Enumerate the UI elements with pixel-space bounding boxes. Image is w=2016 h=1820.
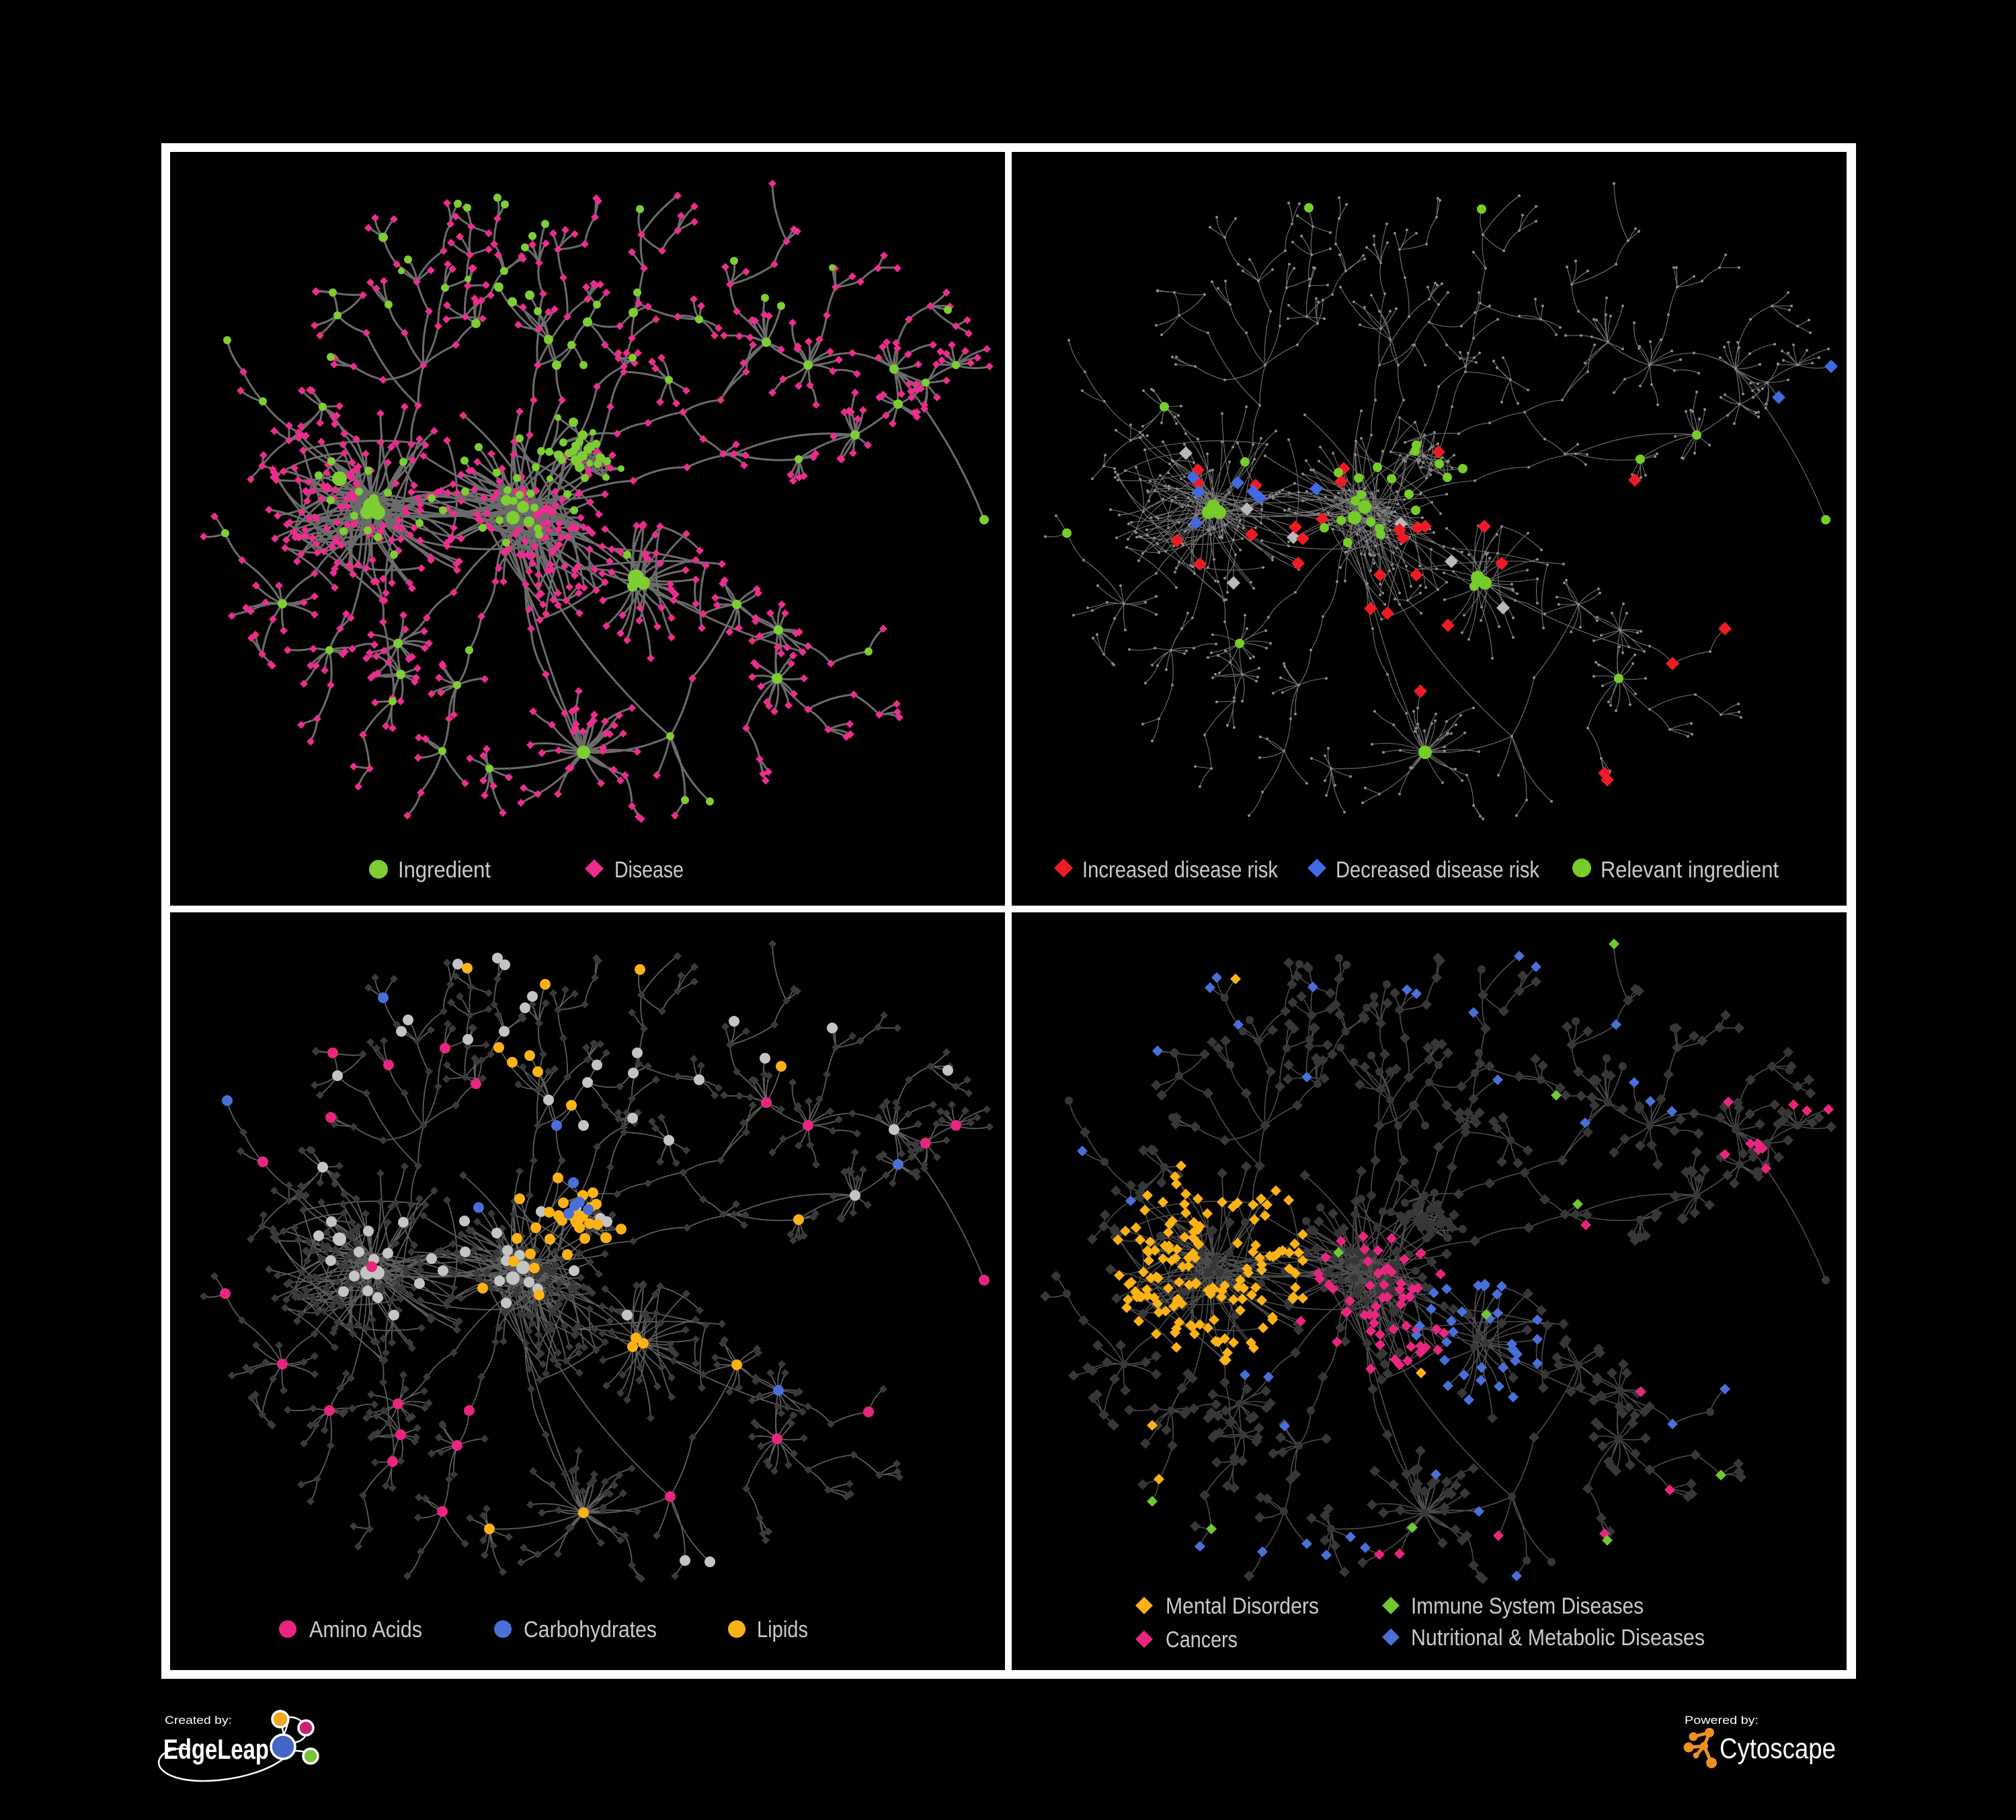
svg-text:Amino Acids: Amino Acids <box>309 1617 422 1643</box>
svg-text:Relevant ingredient: Relevant ingredient <box>1601 857 1779 883</box>
svg-text:Created by:: Created by: <box>165 1714 232 1727</box>
svg-text:Increased disease risk: Increased disease risk <box>1082 857 1279 883</box>
svg-text:Decreased disease risk: Decreased disease risk <box>1336 857 1540 883</box>
svg-text:Nutritional & Metabolic Diseas: Nutritional & Metabolic Diseases <box>1411 1625 1705 1651</box>
svg-text:Carbohydrates: Carbohydrates <box>524 1617 657 1643</box>
svg-text:Lipids: Lipids <box>757 1617 808 1643</box>
svg-text:Ingredient: Ingredient <box>398 857 491 883</box>
svg-text:Powered by:: Powered by: <box>1685 1714 1759 1727</box>
svg-text:Mental Disorders: Mental Disorders <box>1166 1593 1319 1619</box>
svg-text:Cancers: Cancers <box>1166 1627 1238 1653</box>
svg-text:Cytoscape: Cytoscape <box>1720 1733 1836 1765</box>
svg-text:Disease: Disease <box>614 857 684 883</box>
svg-text:Immune System Diseases: Immune System Diseases <box>1411 1593 1644 1619</box>
